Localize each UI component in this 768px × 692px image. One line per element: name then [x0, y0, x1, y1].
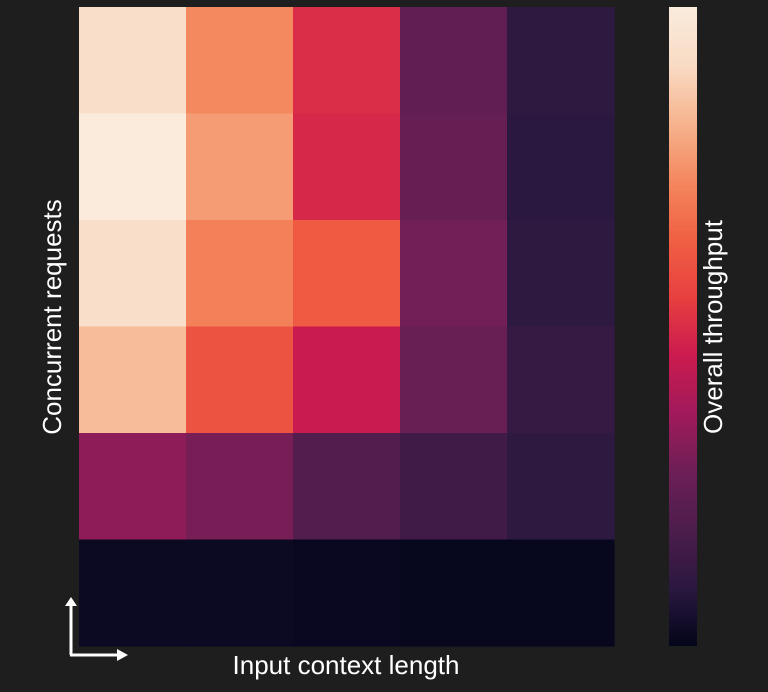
heatmap-cells	[79, 7, 615, 647]
heatmap-cell-r2-c1	[186, 220, 294, 328]
heatmap-cell-r2-c3	[400, 220, 508, 328]
heatmap-cell-r5-c3	[400, 539, 508, 647]
heatmap-cell-r5-c0	[79, 539, 187, 647]
heatmap-cell-r5-c2	[293, 539, 401, 647]
heatmap-cell-r2-c4	[507, 220, 615, 328]
axis-arrows	[65, 597, 128, 661]
heatmap-cell-r2-c2	[293, 220, 401, 328]
heatmap-cell-r3-c2	[293, 326, 401, 434]
heatmap-cell-r3-c4	[507, 326, 615, 434]
heatmap-cell-r4-c3	[400, 433, 508, 541]
heatmap-cell-r3-c1	[186, 326, 294, 434]
heatmap-cell-r4-c4	[507, 433, 615, 541]
heatmap-cell-r0-c0	[79, 7, 187, 115]
heatmap-cell-r1-c1	[186, 113, 294, 221]
heatmap-cell-r0-c3	[400, 7, 508, 115]
y-axis-label: Concurrent requests	[37, 199, 67, 435]
x-axis-arrowhead	[117, 649, 128, 661]
heatmap-cell-r4-c0	[79, 433, 187, 541]
heatmap-cell-r1-c2	[293, 113, 401, 221]
heatmap-cell-r1-c0	[79, 113, 187, 221]
colorbar	[669, 7, 697, 646]
heatmap-cell-r3-c3	[400, 326, 508, 434]
x-axis-label: Input context length	[233, 650, 460, 680]
heatmap-cell-r4-c2	[293, 433, 401, 541]
heatmap-cell-r1-c3	[400, 113, 508, 221]
heatmap-cell-r3-c0	[79, 326, 187, 434]
heatmap-cell-r5-c4	[507, 539, 615, 647]
heatmap-cell-r4-c1	[186, 433, 294, 541]
heatmap-cell-r1-c4	[507, 113, 615, 221]
heatmap-cell-r0-c4	[507, 7, 615, 115]
colorbar-label: Overall throughput	[698, 219, 728, 434]
heatmap-cell-r5-c1	[186, 539, 294, 647]
y-axis-arrowhead	[65, 597, 77, 606]
heatmap-cell-r0-c2	[293, 7, 401, 115]
heatmap-cell-r2-c0	[79, 220, 187, 328]
heatmap-cell-r0-c1	[186, 7, 294, 115]
